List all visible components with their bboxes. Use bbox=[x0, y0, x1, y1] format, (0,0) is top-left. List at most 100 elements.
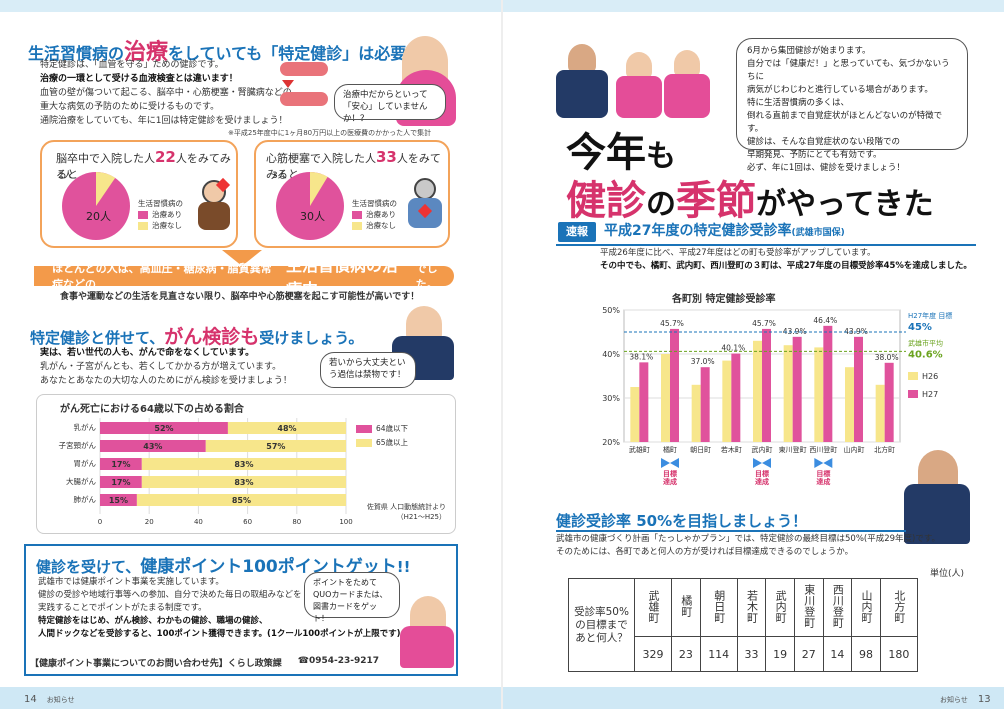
bar-H27 bbox=[792, 336, 802, 442]
achieved-label: 達成 bbox=[816, 477, 830, 486]
stroke-minor-label: 2人 bbox=[58, 171, 73, 181]
value-label: 38.1% bbox=[629, 352, 653, 361]
rate-title: 平成27年度の特定健診受診率(武雄市国保) bbox=[604, 223, 845, 239]
remaining-cell: 33 bbox=[736, 636, 767, 672]
x-tick-label: 武内町 bbox=[752, 445, 773, 454]
orange-note: 食事や運動などの生活を見直さない限り、脳卒中や心筋梗塞を起こす可能性が高いです！ bbox=[60, 292, 420, 302]
man-thinking-shirt bbox=[904, 484, 970, 544]
y-tick-label: 30% bbox=[602, 394, 620, 403]
bar-H27 bbox=[700, 367, 710, 442]
x-tick-label: 60 bbox=[243, 518, 252, 526]
point-box bbox=[24, 544, 458, 676]
x-tick-label: 西川登町 bbox=[809, 445, 837, 454]
stroke-panel: 脳卒中で入院した人22人をみてみると 2人 20人 生活習慣病の 治療あり 治療… bbox=[40, 140, 238, 248]
left-page-number: 14 お知らせ bbox=[24, 694, 75, 705]
sokuho-badge: 速報 bbox=[558, 222, 596, 242]
goal-underline bbox=[556, 530, 906, 532]
remaining-cell: 14 bbox=[822, 636, 853, 672]
segment-label: 43% bbox=[143, 442, 162, 451]
remaining-cell: 98 bbox=[851, 636, 881, 672]
town-header: 武雄町 bbox=[633, 578, 673, 637]
segment-label: 83% bbox=[234, 478, 253, 487]
remaining-row-label: 受診率50%の目標まであと何人？ bbox=[568, 578, 635, 672]
category-label: 胃がん bbox=[74, 458, 97, 468]
value-label: 38.0% bbox=[875, 353, 899, 362]
bar-H26 bbox=[630, 387, 640, 442]
bar-segment bbox=[136, 494, 346, 506]
ribbon-icon bbox=[753, 458, 771, 468]
x-tick-label: 橘町 bbox=[663, 445, 677, 454]
x-tick-label: 若木町 bbox=[721, 445, 742, 454]
point-text: 武雄市では健康ポイント事業を実施しています。 健診の受診や地域行事等への参加、自… bbox=[38, 577, 401, 639]
bar-segment bbox=[141, 458, 346, 470]
contact-line: 【健康ポイント事業についてのお問い合わせ先】くらし政策課 ☎0954-23-921… bbox=[30, 656, 380, 669]
value-label: 46.4% bbox=[813, 316, 837, 325]
woman-book-shirt bbox=[400, 626, 454, 668]
intro-text: 特定健診は、「血管を守る」ための健診です。 治療の一環として受ける血液検査とは違… bbox=[40, 60, 292, 126]
legend-swatch bbox=[908, 390, 918, 398]
speech-bubble-points: ポイントをためてQUOカードまたは、図書カードをゲット！ bbox=[304, 572, 400, 623]
legend-label: H26 bbox=[922, 372, 938, 381]
headache-illustration bbox=[196, 177, 232, 232]
achieved-label: 目標 bbox=[755, 469, 769, 478]
segment-label: 52% bbox=[154, 424, 173, 433]
heart-major-label: 30人 bbox=[300, 210, 325, 223]
unit-label: 単位(人) bbox=[930, 569, 965, 579]
x-tick-label: 0 bbox=[98, 518, 102, 526]
orange-banner: ほとんどの人は、高血圧・糖尿病・脂質異常症などの 生活習慣病の治療中 でした。 bbox=[34, 256, 454, 299]
average-value-label: 40.6% bbox=[908, 349, 943, 360]
legend-label: H27 bbox=[922, 390, 938, 399]
y-tick-label: 20% bbox=[602, 438, 620, 447]
speech-bubble-young: 若いから大丈夫という過信は禁物です！ bbox=[320, 352, 416, 388]
heart-attack-panel: 心筋梗塞で入院した人33人をみてみると 3人 30人 生活習慣病の 治療あり 治… bbox=[254, 140, 450, 248]
x-tick-label: 40 bbox=[194, 518, 203, 526]
bar-segment bbox=[227, 422, 346, 434]
footnote: ※平成25年度中に1ヶ月80万円以上の医療費のかかった人で集計 bbox=[228, 129, 432, 137]
value-label: 45.7% bbox=[660, 319, 684, 328]
achieved-label: 目標 bbox=[816, 469, 830, 478]
headline-line2: 健診の季節がやってきた bbox=[566, 178, 934, 224]
remaining-cell: 23 bbox=[671, 636, 701, 672]
town-header: 山内町 bbox=[851, 578, 881, 637]
goal-text: 武雄市の健康づくり計画「たっしゃかプラン」では、特定健診の最終目標は50%(平成… bbox=[556, 534, 940, 557]
town-header: 東川登町 bbox=[793, 578, 824, 637]
value-label: 45.7% bbox=[752, 319, 776, 328]
value-label: 43.9% bbox=[783, 327, 807, 336]
staff-photo bbox=[540, 40, 740, 122]
town-header: 北方町 bbox=[879, 578, 919, 637]
bar-H26 bbox=[661, 354, 670, 442]
segment-label: 85% bbox=[232, 496, 251, 505]
x-tick-label: 東川登町 bbox=[779, 445, 807, 454]
x-tick-label: 朝日町 bbox=[690, 446, 711, 454]
left-title: 生活習慣病の治療をしていても「特定健診」は必要！ bbox=[28, 40, 423, 65]
value-label: 40.1% bbox=[721, 344, 745, 353]
achieved-label: 達成 bbox=[663, 477, 677, 486]
achieved-label: 目標 bbox=[663, 469, 677, 478]
category-label: 子宮頸がん bbox=[59, 440, 97, 450]
x-tick-label: 100 bbox=[339, 518, 352, 526]
bar-H27 bbox=[884, 362, 894, 442]
ribbon-icon bbox=[661, 458, 679, 468]
bar-segment bbox=[100, 440, 206, 452]
segment-label: 17% bbox=[111, 460, 130, 469]
heart-legend: 生活習慣病の 治療あり 治療なし bbox=[352, 199, 397, 230]
bar-H26 bbox=[753, 340, 762, 442]
stroke-legend: 生活習慣病の 治療あり 治療なし bbox=[138, 199, 183, 230]
x-tick-label: 武雄町 bbox=[629, 445, 650, 454]
achieved-badge: 目標達成 bbox=[661, 458, 679, 486]
remaining-cell: 180 bbox=[879, 636, 919, 672]
bar-segment bbox=[100, 458, 142, 470]
x-tick-label: 20 bbox=[145, 518, 154, 526]
remaining-cell: 19 bbox=[765, 636, 795, 672]
bar-H27 bbox=[731, 353, 741, 442]
cancer-text: 実は、若い世代の人も、がんで命をなくしています。 乳がん・子宮がんとも、若くして… bbox=[40, 348, 292, 386]
speech-bubble-checkup-season: 6月から集団健診が始まります。 自分では「健康だ！」と思っていても、気づかないう… bbox=[736, 38, 968, 173]
target-label: H27年度 目標 bbox=[908, 311, 952, 320]
chest-pain-illustration bbox=[406, 178, 444, 232]
value-label: 37.0% bbox=[691, 357, 715, 366]
heart-panel-title: 心筋梗塞で入院した人33人をみてみると bbox=[266, 148, 441, 181]
bar-H27 bbox=[670, 328, 679, 442]
bar-H26 bbox=[722, 360, 732, 442]
cancer-chart-title: がん死亡における64歳以下の占める割合 bbox=[60, 404, 244, 415]
segment-label: 48% bbox=[277, 424, 296, 433]
